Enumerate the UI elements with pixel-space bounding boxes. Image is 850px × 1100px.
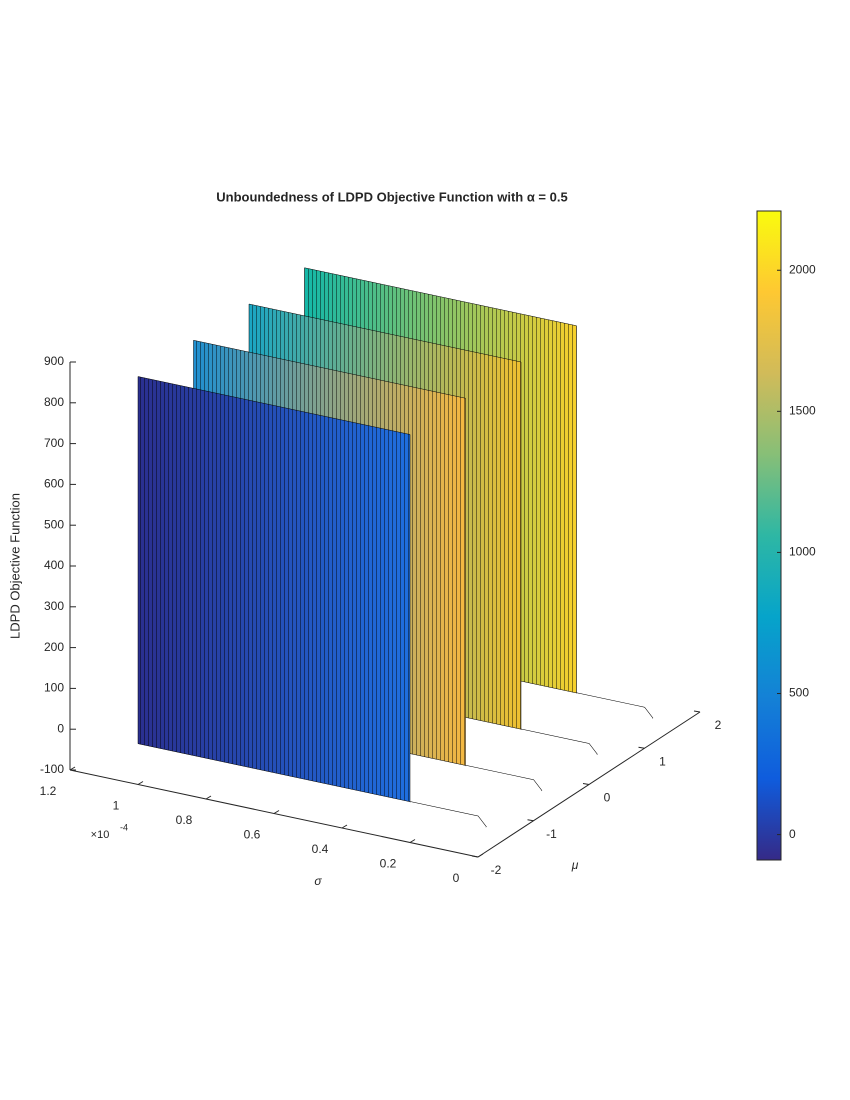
x-tick-label: 0.8 [176,813,193,827]
z-tick-label: 500 [44,517,64,531]
z-tick-label: 100 [44,681,64,695]
floor-ribbon-face [521,729,598,755]
z-tick-label: -100 [40,762,64,776]
x-tick-label: 1.2 [40,784,57,798]
colorbar-tick-label: 1500 [789,404,816,418]
x-tick [409,839,416,843]
z-tick-label: 300 [44,599,64,613]
y-tick [471,855,479,858]
x-multiplier-exponent: -4 [120,822,128,832]
z-tick-label: 700 [44,436,64,450]
floor-ribbon-face [410,801,487,828]
z-tick-label: 900 [44,354,64,368]
x-tick [205,795,212,800]
x-tick-label: 0.2 [380,857,397,871]
colorbar-tick-label: 500 [789,686,809,700]
x-tick-label: 0.6 [244,828,261,842]
colorbar-tick-label: 0 [789,827,796,841]
z-tick-label: 600 [44,477,64,491]
z-tick-label: 200 [44,640,64,654]
x-multiplier-base: ×10 [91,829,110,841]
y-tick-label: -1 [546,827,557,841]
x-axis-label: σ [314,874,322,888]
x-tick [273,810,280,814]
colorbar-tick-label: 1000 [789,545,816,559]
x-tick-label: 0 [453,871,460,885]
y-tick-label: -2 [491,863,502,877]
floor-ribbon-face [465,765,542,791]
y-axis-label: μ [571,858,579,872]
colorbar-tick-label: 2000 [789,262,816,276]
chart-title: Unboundedness of LDPD Objective Function… [216,189,567,204]
z-tick-label: 400 [44,558,64,572]
y-tick-label: 1 [659,754,666,768]
x-tick-label: 0.4 [312,842,329,856]
x-tick [341,824,348,829]
y-tick-label: 2 [715,718,722,732]
y-tick [582,783,590,785]
z-axis-label: LDPD Objective Function [7,493,22,639]
y-tick [638,746,645,749]
x-tick [69,766,76,771]
y-tick [693,710,701,713]
z-tick-label: 800 [44,395,64,409]
y-tick [527,819,534,822]
floor-ribbon-face [576,692,653,719]
x-tick-label: 1 [113,799,120,813]
y-tick-label: 0 [604,791,611,805]
z-tick-label: 0 [57,721,64,735]
sheet-mesh [138,376,410,802]
x-tick [137,781,144,785]
x-tick [477,853,484,858]
colorbar [756,210,782,861]
